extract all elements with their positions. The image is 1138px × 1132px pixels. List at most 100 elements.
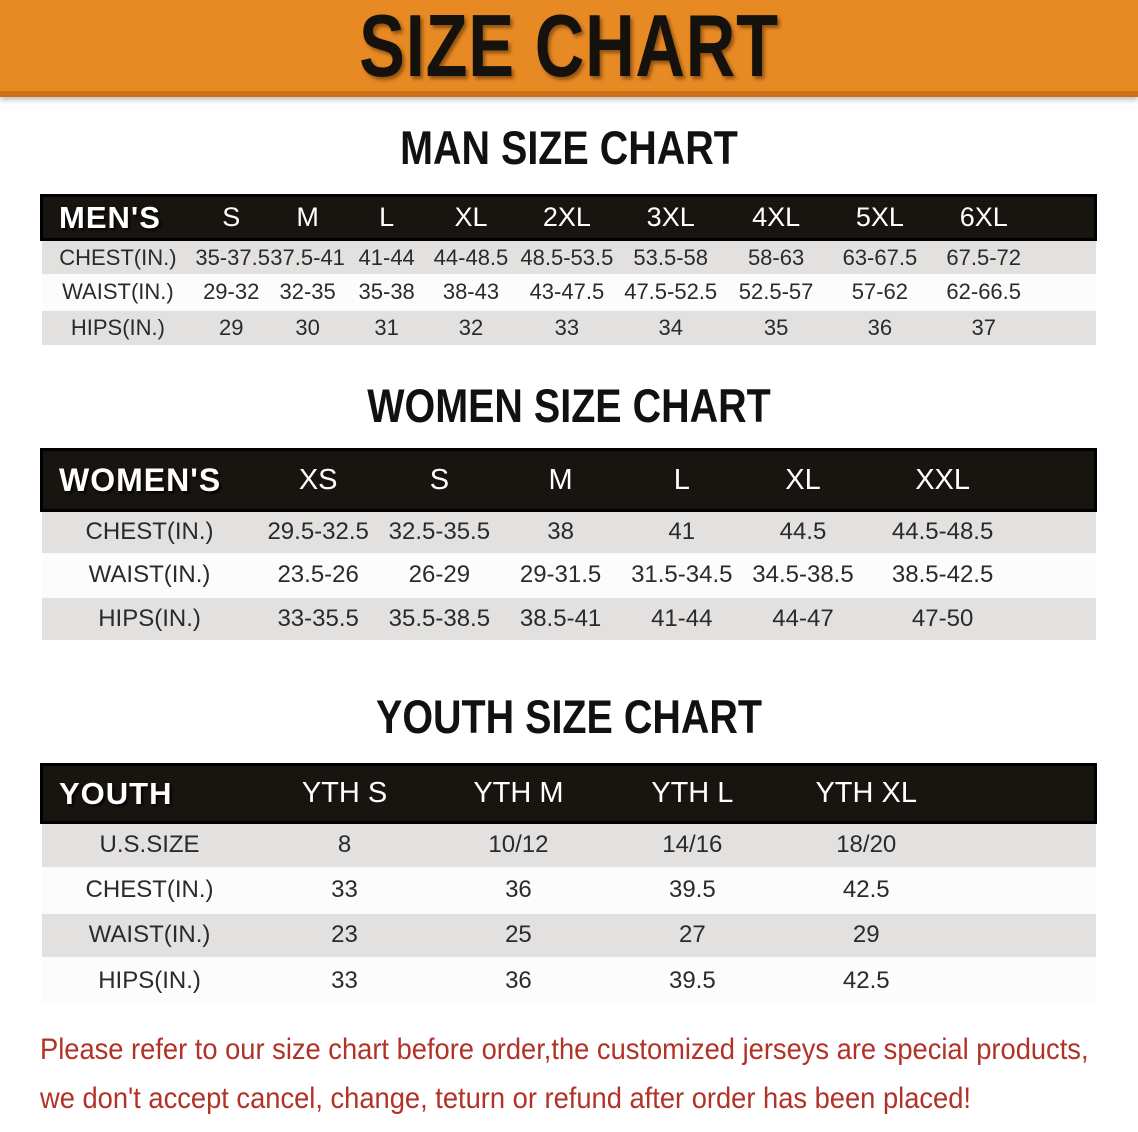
measurement-cell: 33 <box>257 866 432 913</box>
measurement-cell: 14/16 <box>605 821 780 868</box>
row-label: WAIST(IN.) <box>41 273 195 310</box>
measurement-row: WAIST(IN.) 23.5-26 26-29 29-31.5 31.5-34.5 34… <box>41 552 1096 597</box>
header-spacer <box>1021 448 1097 513</box>
measurement-cell: 41 <box>621 509 743 554</box>
size-column-header: YTH M <box>431 763 606 825</box>
measurement-cell: 23 <box>257 911 432 958</box>
measurement-cell: 44-48.5 <box>426 238 516 275</box>
row-label: HIPS(IN.) <box>41 956 258 1003</box>
measurement-cell: 26-29 <box>378 552 500 597</box>
measurement-cell: 29.5-32.5 <box>257 509 379 554</box>
measurement-cell: 33-35.5 <box>257 595 379 640</box>
row-label: CHEST(IN.) <box>41 238 195 275</box>
measurement-cell: 29 <box>194 308 269 345</box>
size-column-header: YTH S <box>257 763 432 825</box>
size-column-header: M <box>268 194 348 242</box>
row-spacer <box>1021 552 1096 597</box>
row-spacer <box>953 911 1096 958</box>
row-spacer <box>1036 238 1096 275</box>
measurement-cell: 58-63 <box>723 238 829 275</box>
measurement-cell: 35-37.5 <box>194 238 270 275</box>
row-spacer <box>1036 308 1096 345</box>
size-column-header: YTH L <box>605 763 780 825</box>
measurement-cell: 47.5-52.5 <box>618 273 724 310</box>
measurement-cell: 29-31.5 <box>499 552 622 597</box>
measurement-cell: 57-62 <box>828 273 932 310</box>
men-size-section: MAN SIZE CHART MEN'S S M L XL 2XL 3XL 4XL 5XL 6XL… <box>0 123 1138 345</box>
row-spacer <box>1021 509 1096 554</box>
youth-size-table: YOUTH YTH S YTH M YTH L YTH XL U.S.SIZE 8 10/12… <box>39 763 1098 1003</box>
measurement-cell: 41-44 <box>621 595 743 640</box>
measurement-cell: 42.5 <box>779 956 954 1003</box>
size-column-header: L <box>347 194 427 242</box>
women-size-table: WOMEN'S XS S M L XL XXL CHEST(IN.) 29.5-32.5 32.5… <box>39 448 1097 640</box>
measurement-cell: 38 <box>499 509 622 554</box>
table-header-row: YOUTH YTH S YTH M YTH L YTH XL <box>39 763 1098 825</box>
size-column-header: S <box>194 194 269 242</box>
size-column-header: 6XL <box>931 194 1037 242</box>
size-column-header: 2XL <box>515 194 618 242</box>
measurement-cell: 42.5 <box>779 866 954 913</box>
measurement-cell: 29-32 <box>194 273 269 310</box>
measurement-cell: 32-35 <box>268 273 348 310</box>
size-column-header: YTH XL <box>779 763 954 825</box>
measurement-cell: 48.5-53.5 <box>515 238 618 275</box>
row-label: CHEST(IN.) <box>41 866 258 913</box>
measurement-row: HIPS(IN.) 33-35.5 35.5-38.5 38.5-41 41-44 44-… <box>41 595 1096 640</box>
women-section-title: WOMEN SIZE CHART <box>367 378 771 432</box>
row-spacer <box>953 956 1096 1003</box>
measurement-cell: 44.5 <box>742 509 864 554</box>
measurement-row: HIPS(IN.) 33 36 39.5 42.5 <box>41 956 1096 1003</box>
measurement-cell: 44-47 <box>742 595 864 640</box>
measurement-cell: 35-38 <box>347 273 427 310</box>
measurement-cell: 36 <box>828 308 932 345</box>
measurement-cell: 38.5-41 <box>499 595 622 640</box>
measurement-row: CHEST(IN.) 35-37.5 37.5-41 41-44 44-48.5 48.5… <box>41 238 1096 275</box>
row-spacer <box>953 866 1096 913</box>
measurement-cell: 35.5-38.5 <box>378 595 500 640</box>
table-corner-label: WOMEN'S <box>39 448 258 513</box>
measurement-cell: 44.5-48.5 <box>863 509 1022 554</box>
measurement-cell: 35 <box>723 308 829 345</box>
measurement-row: CHEST(IN.) 29.5-32.5 32.5-35.5 38 41 44.5 44.5… <box>41 509 1096 554</box>
measurement-cell: 39.5 <box>605 956 780 1003</box>
measurement-cell: 52.5-57 <box>723 273 829 310</box>
measurement-cell: 62-66.5 <box>931 273 1037 310</box>
measurement-cell: 10/12 <box>431 821 606 868</box>
disclaimer-text: Please refer to our size chart before or… <box>40 1025 1089 1123</box>
measurement-cell: 32.5-35.5 <box>378 509 500 554</box>
row-spacer <box>953 821 1096 868</box>
measurement-cell: 32 <box>426 308 516 345</box>
measurement-cell: 33 <box>515 308 618 345</box>
measurement-cell: 31 <box>347 308 427 345</box>
size-column-header: XXL <box>863 448 1022 513</box>
size-column-header: L <box>621 448 743 513</box>
table-header-row: MEN'S S M L XL 2XL 3XL 4XL 5XL 6XL <box>40 194 1098 242</box>
size-column-header: M <box>499 448 622 513</box>
measurement-cell: 36 <box>431 956 606 1003</box>
measurement-cell: 39.5 <box>605 866 780 913</box>
disclaimer-line-2: we don't accept cancel, change, teturn o… <box>40 1081 971 1115</box>
measurement-cell: 27 <box>605 911 780 958</box>
measurement-cell: 63-67.5 <box>828 238 932 275</box>
banner-title: SIZE CHART <box>359 0 779 95</box>
youth-section-title: YOUTH SIZE CHART <box>375 689 763 743</box>
measurement-cell: 36 <box>431 866 606 913</box>
measurement-cell: 37.5-41 <box>268 238 348 275</box>
measurement-cell: 53.5-58 <box>618 238 724 275</box>
measurement-row: WAIST(IN.) 23 25 27 29 <box>41 911 1096 958</box>
measurement-cell: 30 <box>268 308 348 345</box>
men-section-title: MAN SIZE CHART <box>400 121 738 174</box>
measurement-cell: 33 <box>257 956 432 1003</box>
measurement-cell: 38.5-42.5 <box>863 552 1022 597</box>
measurement-row: HIPS(IN.) 29 30 31 32 33 34 35 36 37 <box>41 308 1096 345</box>
table-corner-label: MEN'S <box>40 194 195 242</box>
measurement-cell: 38-43 <box>426 273 516 310</box>
measurement-cell: 47-50 <box>863 595 1022 640</box>
row-label: WAIST(IN.) <box>41 552 258 597</box>
table-corner-label: YOUTH <box>39 763 258 825</box>
header-spacer <box>1036 194 1098 242</box>
measurement-cell: 8 <box>257 821 432 868</box>
table-header-row: WOMEN'S XS S M L XL XXL <box>39 448 1097 513</box>
size-column-header: XS <box>257 448 379 513</box>
